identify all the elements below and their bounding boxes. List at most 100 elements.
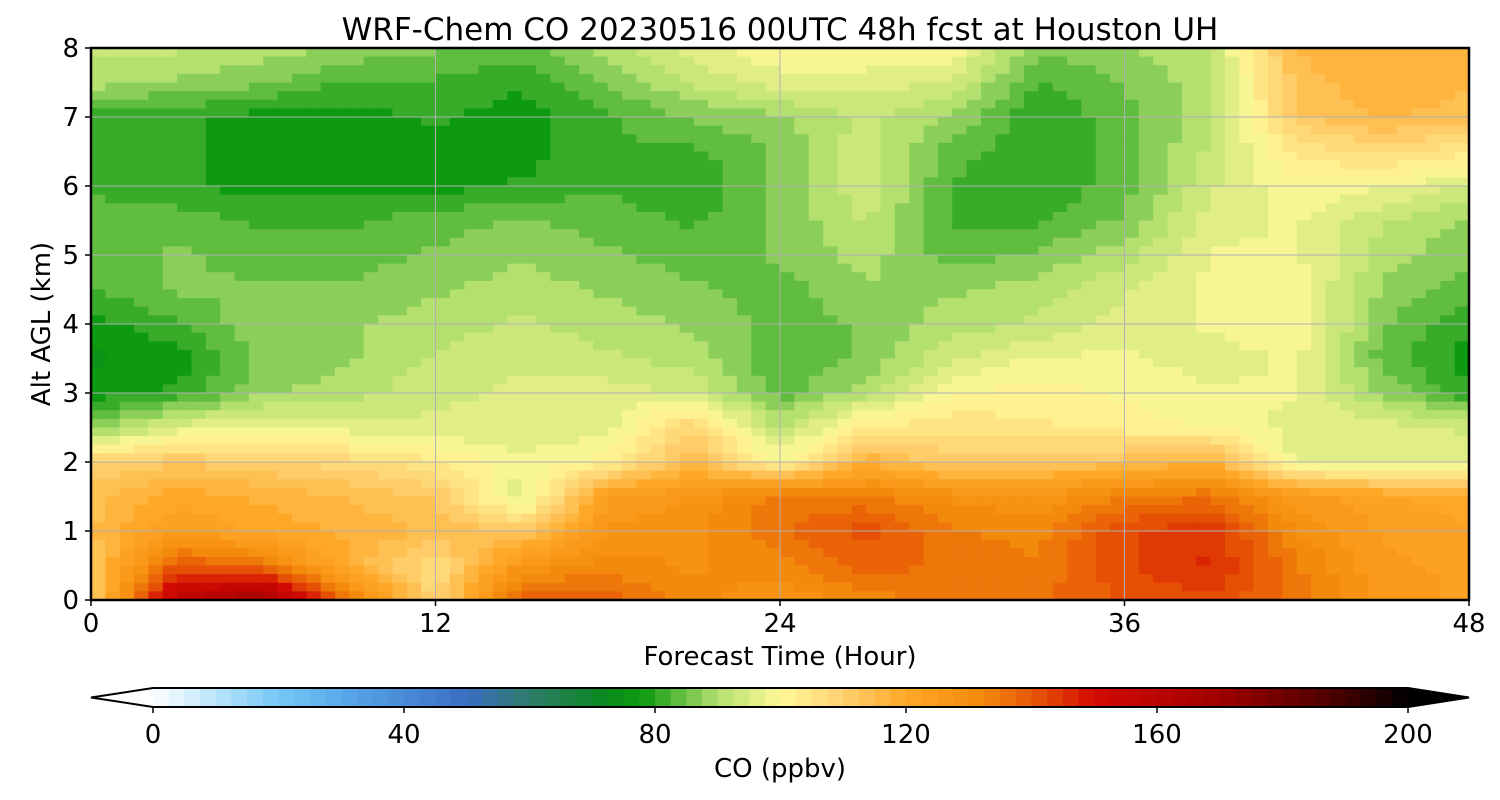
contour-cell [521, 272, 537, 282]
contour-cell [1009, 393, 1025, 403]
contour-cell [291, 418, 307, 429]
contour-cell [1110, 444, 1126, 454]
contour-cell [937, 418, 953, 429]
contour-cell [607, 220, 623, 230]
contour-cell [693, 349, 709, 360]
contour-cell [736, 229, 752, 239]
contour-cell [1210, 298, 1226, 308]
contour-cell [91, 470, 106, 480]
contour-cell [234, 99, 250, 109]
contour-cell [105, 177, 121, 187]
contour-cell [980, 125, 996, 135]
contour-cell [1167, 418, 1183, 429]
contour-cell [780, 125, 795, 135]
contour-cell [1153, 263, 1169, 273]
contour-cell [1454, 341, 1469, 351]
contour-cell [263, 73, 279, 84]
contour-cell [1253, 125, 1269, 135]
contour-cell [1081, 306, 1097, 316]
contour-cell [1282, 384, 1298, 394]
contour-cell [134, 324, 150, 334]
contour-cell [521, 246, 537, 256]
contour-cell [421, 99, 437, 109]
contour-cell [1210, 263, 1226, 273]
contour-cell [1296, 194, 1312, 204]
contour-cell [1081, 436, 1097, 446]
contour-cell [1339, 263, 1355, 273]
contour-cell [392, 177, 408, 187]
contour-cell [665, 211, 681, 222]
contour-cell [937, 436, 953, 446]
contour-cell [1196, 263, 1212, 273]
contour-cell [1397, 151, 1413, 161]
contour-cell [1067, 82, 1083, 92]
contour-cell [1411, 315, 1427, 325]
contour-cell [823, 410, 839, 420]
contour-cell [119, 418, 135, 429]
contour-cell [679, 108, 695, 118]
contour-cell [378, 375, 394, 385]
contour-cell [1268, 470, 1283, 480]
contour-cell [1024, 298, 1039, 308]
contour-cell [808, 263, 824, 273]
contour-cell [1167, 436, 1183, 446]
contour-cell [851, 48, 867, 58]
contour-cell [1454, 324, 1469, 334]
contour-cell [736, 427, 752, 437]
contour-cell [1253, 280, 1269, 291]
contour-cell [1052, 108, 1068, 118]
contour-cell [564, 65, 580, 75]
contour-cell [1454, 462, 1469, 472]
contour-cell [794, 306, 810, 316]
contour-cell [349, 444, 365, 454]
contour-cell [1181, 462, 1197, 472]
contour-cell [507, 427, 523, 437]
contour-cell [478, 108, 494, 118]
contour-cell [937, 65, 953, 75]
contour-cell [1224, 393, 1240, 403]
contour-cell [923, 349, 939, 360]
contour-cell [923, 237, 939, 247]
contour-cell [1081, 280, 1097, 291]
contour-cell [622, 462, 638, 472]
contour-cell [1009, 410, 1025, 420]
contour-cell [1296, 117, 1312, 127]
contour-cell [837, 177, 853, 187]
contour-cell [205, 246, 221, 256]
contour-cell [894, 229, 910, 239]
contour-cell [535, 384, 551, 394]
contour-cell [636, 56, 652, 66]
contour-cell [535, 82, 551, 92]
contour-cell [291, 246, 307, 256]
contour-cell [148, 246, 164, 256]
contour-cell [1311, 125, 1327, 135]
contour-cell [722, 160, 738, 170]
contour-cell [148, 358, 164, 368]
contour-cell [1425, 324, 1441, 334]
contour-cell [191, 177, 207, 187]
contour-cell [650, 393, 666, 403]
contour-cell [665, 91, 681, 101]
contour-cell [1354, 134, 1370, 144]
contour-cell [464, 384, 480, 394]
contour-cell [1224, 151, 1240, 161]
contour-cell [751, 168, 767, 178]
contour-cell [277, 349, 293, 360]
contour-cell [363, 82, 379, 92]
contour-cell [1210, 410, 1226, 420]
contour-cell [162, 349, 178, 360]
contour-cell [1325, 280, 1341, 291]
contour-cell [521, 427, 537, 437]
contour-cell [134, 168, 150, 178]
contour-cell [119, 306, 135, 316]
contour-cell [507, 315, 523, 325]
contour-cell [507, 453, 523, 463]
contour-cell [1181, 341, 1197, 351]
contour-cell [708, 280, 724, 291]
contour-cell [851, 384, 867, 394]
contour-cell [277, 73, 293, 84]
contour-cell [1081, 142, 1097, 153]
contour-cell [1052, 479, 1068, 489]
contour-cell [378, 246, 394, 256]
contour-cell [363, 99, 379, 109]
